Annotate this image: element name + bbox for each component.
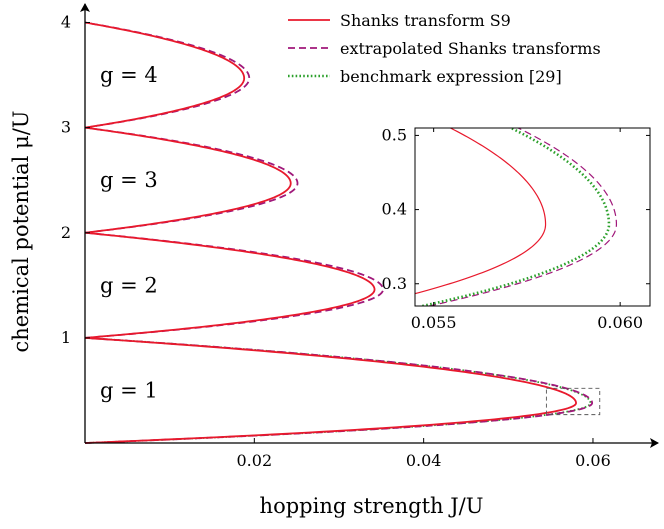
inset-y-tick-label: 0.3: [382, 274, 407, 293]
zoom-box: [545, 387, 601, 416]
inset-y-tick-label: 0.4: [382, 200, 407, 219]
legend: Shanks transform S9 extrapolated Shanks t…: [288, 11, 601, 86]
inset-curves: [415, 128, 618, 306]
region-label-g4: g = 4: [100, 63, 158, 87]
inset-y-tick-label: 0.5: [382, 125, 407, 144]
inset-curve-shanks: [415, 128, 547, 295]
curve-benchmark-lobe-1: [84, 336, 592, 444]
y-tick-label: 4: [61, 13, 71, 32]
x-axis-title: hopping strength J/U: [260, 494, 484, 518]
inset-x-tick-label: 0.060: [597, 313, 643, 332]
main-plot: 0.02 0.04 0.06 1 2 3 4 hopping strength J/U chem…: [9, 3, 659, 518]
inset-curve-extrapolated: [429, 128, 618, 306]
x-tick-label: 0.02: [237, 451, 273, 470]
curve-shanks-lobe-4: [84, 21, 246, 129]
region-label-g1: g = 1: [100, 378, 158, 402]
y-tick-label: 2: [61, 223, 71, 242]
curve-shanks-lobe-2: [84, 231, 376, 339]
curve-extrapolated-lobe-1: [84, 336, 594, 444]
legend-label-extrapolated: extrapolated Shanks transforms: [340, 39, 601, 58]
x-tick-label: 0.06: [575, 451, 611, 470]
legend-label-shanks: Shanks transform S9: [340, 11, 511, 30]
curve-shanks-lobe-3: [84, 126, 292, 234]
y-tick-label: 3: [61, 118, 71, 137]
inset-plot: 0.055 0.060 0.3 0.4 0.5: [382, 125, 651, 332]
inset-frame: [414, 127, 651, 307]
curve-shanks-lobe-1: [84, 336, 577, 444]
region-label-g3: g = 3: [100, 168, 158, 192]
region-label-g2: g = 2: [100, 273, 158, 297]
y-tick-label: 1: [61, 328, 71, 347]
y-axis-title: chemical potential μ/U: [9, 111, 33, 353]
x-tick-label: 0.04: [406, 451, 442, 470]
legend-label-benchmark: benchmark expression [29]: [340, 67, 562, 86]
inset-x-tick-label: 0.055: [411, 313, 457, 332]
inset-background: [415, 128, 650, 306]
